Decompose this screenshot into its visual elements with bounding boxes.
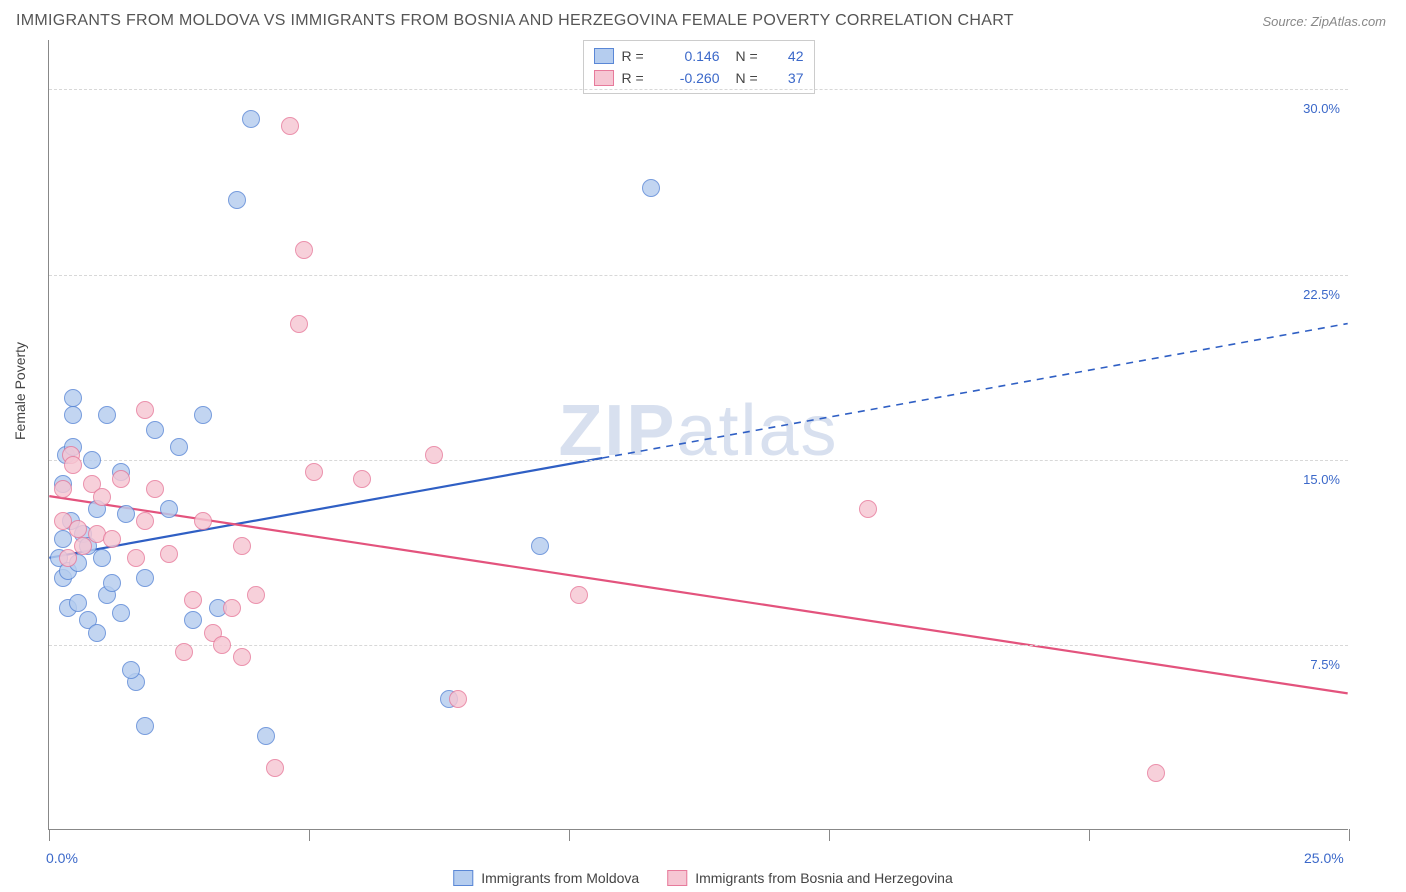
gridline-h — [49, 460, 1348, 461]
data-point — [122, 661, 140, 679]
gridline-h — [49, 275, 1348, 276]
y-tick-label: 7.5% — [1310, 657, 1340, 672]
y-tick-label: 22.5% — [1303, 287, 1340, 302]
y-axis-title: Female Poverty — [12, 342, 28, 440]
data-point — [136, 717, 154, 735]
data-point — [859, 500, 877, 518]
legend-swatch — [594, 48, 614, 64]
n-label: N = — [736, 45, 766, 67]
data-point — [64, 456, 82, 474]
data-point — [425, 446, 443, 464]
data-point — [136, 569, 154, 587]
data-point — [83, 451, 101, 469]
data-point — [242, 110, 260, 128]
data-point — [290, 315, 308, 333]
trend-line-dashed — [602, 324, 1347, 458]
gridline-h — [49, 89, 1348, 90]
correlation-row: R = -0.260 N = 37 — [594, 67, 804, 89]
source-label: Source: ZipAtlas.com — [1262, 14, 1386, 29]
data-point — [305, 463, 323, 481]
x-tick — [569, 829, 570, 841]
data-point — [295, 241, 313, 259]
data-point — [69, 520, 87, 538]
x-tick — [1349, 829, 1350, 841]
trend-lines — [49, 40, 1348, 829]
data-point — [213, 636, 231, 654]
data-point — [98, 406, 116, 424]
x-tick-label: 0.0% — [46, 850, 78, 866]
data-point — [127, 549, 145, 567]
chart-title: IMMIGRANTS FROM MOLDOVA VS IMMIGRANTS FR… — [16, 12, 1014, 30]
correlation-legend: R = 0.146 N = 42 R = -0.260 N = 37 — [583, 40, 815, 94]
legend-label: Immigrants from Bosnia and Herzegovina — [695, 870, 953, 886]
data-point — [233, 537, 251, 555]
data-point — [642, 179, 660, 197]
x-tick — [829, 829, 830, 841]
series-legend: Immigrants from Moldova Immigrants from B… — [453, 870, 953, 886]
data-point — [353, 470, 371, 488]
data-point — [69, 594, 87, 612]
data-point — [64, 389, 82, 407]
r-label: R = — [622, 45, 652, 67]
legend-item: Immigrants from Bosnia and Herzegovina — [667, 870, 953, 886]
data-point — [93, 549, 111, 567]
r-value: -0.260 — [660, 67, 720, 89]
data-point — [112, 604, 130, 622]
n-label: N = — [736, 67, 766, 89]
legend-swatch — [594, 70, 614, 86]
data-point — [103, 574, 121, 592]
data-point — [93, 488, 111, 506]
data-point — [247, 586, 265, 604]
n-value: 42 — [774, 45, 804, 67]
r-label: R = — [622, 67, 652, 89]
data-point — [194, 512, 212, 530]
data-point — [223, 599, 241, 617]
data-point — [146, 480, 164, 498]
gridline-h — [49, 645, 1348, 646]
x-tick-label: 25.0% — [1304, 850, 1344, 866]
legend-item: Immigrants from Moldova — [453, 870, 639, 886]
data-point — [136, 512, 154, 530]
data-point — [160, 545, 178, 563]
data-point — [136, 401, 154, 419]
data-point — [146, 421, 164, 439]
legend-swatch — [667, 870, 687, 886]
data-point — [531, 537, 549, 555]
data-point — [103, 530, 121, 548]
data-point — [175, 643, 193, 661]
legend-swatch — [453, 870, 473, 886]
correlation-row: R = 0.146 N = 42 — [594, 45, 804, 67]
x-tick — [49, 829, 50, 841]
data-point — [170, 438, 188, 456]
data-point — [54, 480, 72, 498]
r-value: 0.146 — [660, 45, 720, 67]
data-point — [117, 505, 135, 523]
data-point — [449, 690, 467, 708]
data-point — [184, 611, 202, 629]
data-point — [228, 191, 246, 209]
n-value: 37 — [774, 67, 804, 89]
y-tick-label: 15.0% — [1303, 472, 1340, 487]
data-point — [88, 624, 106, 642]
legend-label: Immigrants from Moldova — [481, 870, 639, 886]
data-point — [266, 759, 284, 777]
data-point — [233, 648, 251, 666]
data-point — [570, 586, 588, 604]
data-point — [184, 591, 202, 609]
data-point — [257, 727, 275, 745]
data-point — [160, 500, 178, 518]
x-tick — [1089, 829, 1090, 841]
data-point — [64, 406, 82, 424]
data-point — [112, 470, 130, 488]
data-point — [59, 549, 77, 567]
data-point — [74, 537, 92, 555]
data-point — [281, 117, 299, 135]
data-point — [1147, 764, 1165, 782]
plot-area: ZIPatlas R =0.146N =42R =-0.260N =37 7.5… — [48, 40, 1348, 830]
data-point — [194, 406, 212, 424]
x-tick — [309, 829, 310, 841]
y-tick-label: 30.0% — [1303, 101, 1340, 116]
